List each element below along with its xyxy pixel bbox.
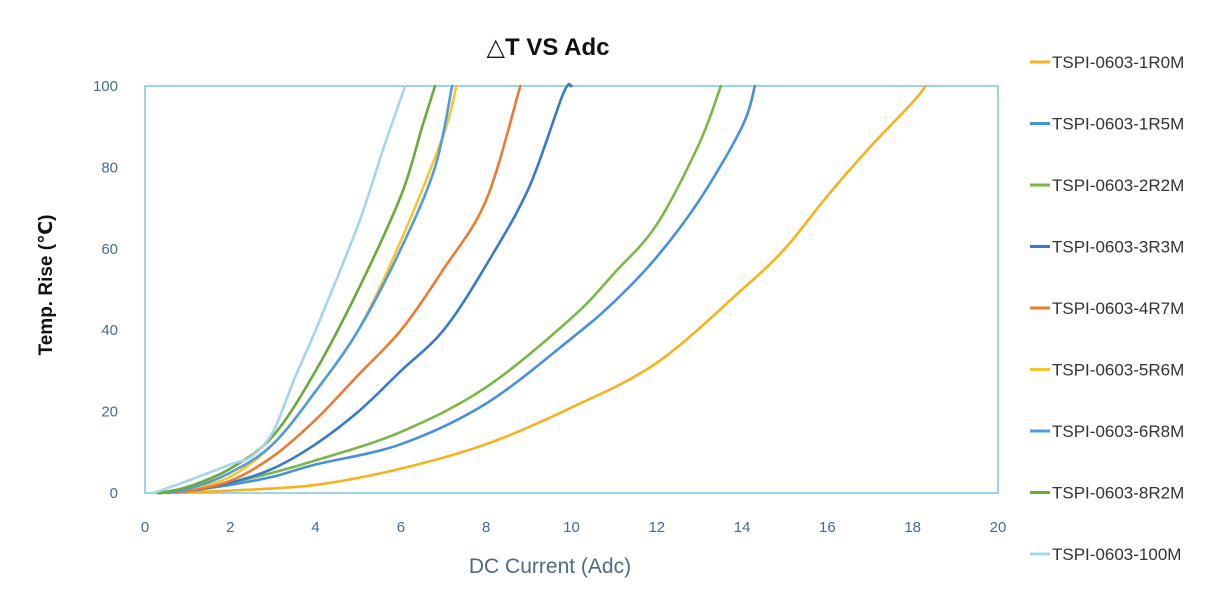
legend-label: TSPI-0603-8R2M xyxy=(1052,484,1184,503)
legend-item: TSPI-0603-8R2M xyxy=(1030,484,1184,503)
x-axis-label: DC Current (Adc) xyxy=(469,555,631,578)
x-tick-label: 12 xyxy=(648,519,665,536)
y-axis-label: Temp. Rise (℃) xyxy=(36,215,57,356)
x-tick-label: 10 xyxy=(563,519,580,536)
legend-item: TSPI-0603-1R0M xyxy=(1030,53,1184,72)
series-line-tspi-0603-8r2m xyxy=(156,84,437,495)
x-tick-label: 16 xyxy=(819,519,836,536)
legend-item: TSPI-0603-4R7M xyxy=(1030,299,1184,318)
y-tick-label: 20 xyxy=(101,404,118,421)
y-tick-label: 40 xyxy=(101,322,118,339)
y-tick-label: 60 xyxy=(101,241,118,258)
series-lines xyxy=(152,82,927,495)
series-line-tspi-0603-1r5m xyxy=(156,84,757,495)
legend-label: TSPI-0603-2R2M xyxy=(1052,176,1184,195)
x-tick-label: 8 xyxy=(482,519,490,536)
legend-item: TSPI-0603-100M xyxy=(1030,545,1181,564)
y-tick-label: 80 xyxy=(101,159,118,176)
legend-label: TSPI-0603-5R6M xyxy=(1052,361,1184,380)
legend-label: TSPI-0603-100M xyxy=(1052,545,1181,564)
x-tick-label: 6 xyxy=(397,519,405,536)
x-tick-label: 0 xyxy=(141,519,149,536)
x-tick-label: 2 xyxy=(226,519,234,536)
legend-item: TSPI-0603-6R8M xyxy=(1030,422,1184,441)
legend-item: TSPI-0603-2R2M xyxy=(1030,176,1184,195)
y-tick-labels: 0 20 40 60 80 100 xyxy=(93,78,118,502)
series-line-tspi-0603-6r8m xyxy=(156,84,454,495)
legend: TSPI-0603-1R0M TSPI-0603-1R5M TSPI-0603-2R… xyxy=(1030,53,1184,564)
series-line-tspi-0603-4r7m xyxy=(156,84,522,495)
x-tick-label: 14 xyxy=(734,519,751,536)
legend-label: TSPI-0603-3R3M xyxy=(1052,238,1184,257)
legend-label: TSPI-0603-6R8M xyxy=(1052,422,1184,441)
x-tick-label: 18 xyxy=(904,519,921,536)
legend-item: TSPI-0603-3R3M xyxy=(1030,238,1184,257)
legend-label: TSPI-0603-1R0M xyxy=(1052,53,1184,72)
x-tick-label: 4 xyxy=(311,519,319,536)
legend-item: TSPI-0603-1R5M xyxy=(1030,115,1184,134)
chart-title: △T VS Adc xyxy=(487,34,610,61)
legend-label: TSPI-0603-1R5M xyxy=(1052,115,1184,134)
legend-label: TSPI-0603-4R7M xyxy=(1052,299,1184,318)
series-line-tspi-0603-1r0m xyxy=(165,84,927,495)
x-tick-label: 20 xyxy=(990,519,1007,536)
y-tick-label: 100 xyxy=(93,78,118,95)
y-tick-label: 0 xyxy=(110,485,118,502)
x-tick-labels: 0 2 4 6 8 10 12 14 16 18 20 xyxy=(141,519,1007,536)
series-line-tspi-0603-3r3m xyxy=(156,82,573,495)
legend-item: TSPI-0603-5R6M xyxy=(1030,361,1184,380)
series-line-tspi-0603-100m xyxy=(152,84,407,495)
